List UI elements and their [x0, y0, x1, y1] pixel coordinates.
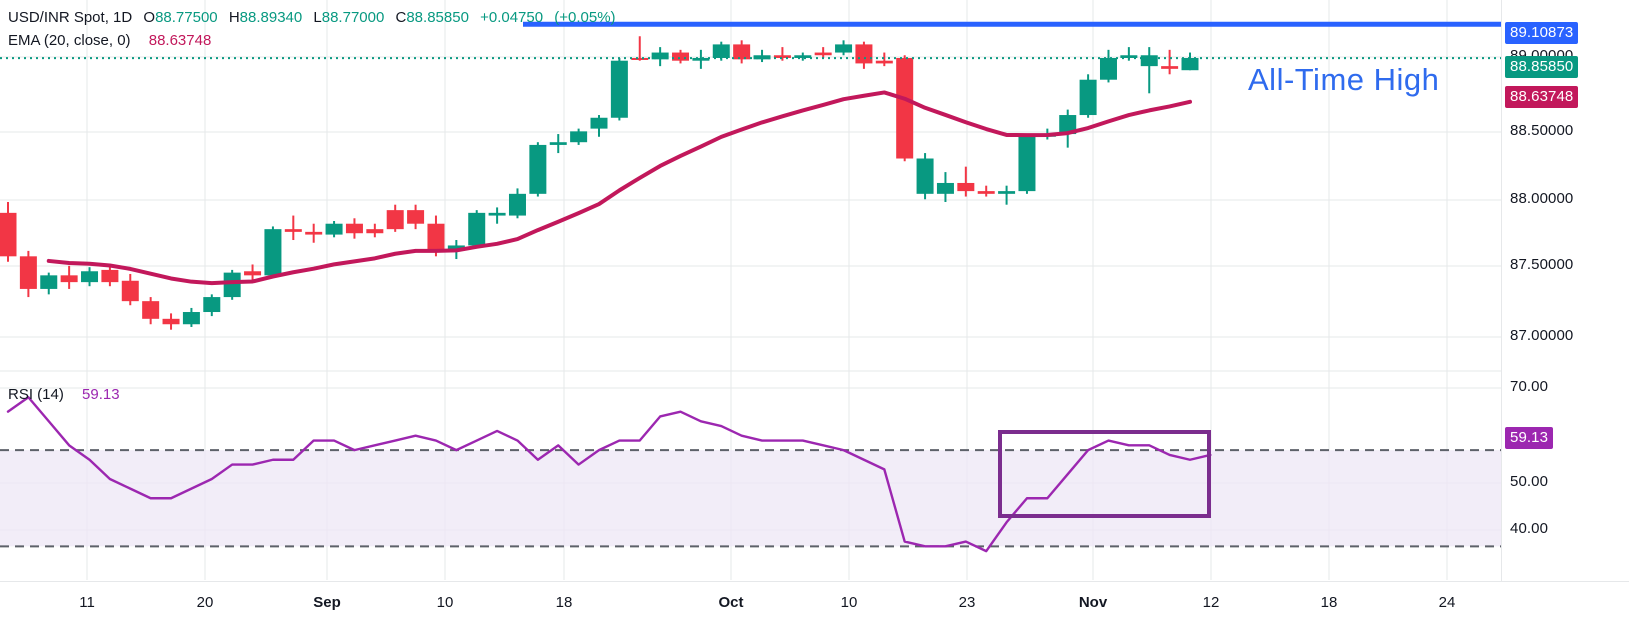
price-axis[interactable]: 89.0000088.5000088.0000087.5000087.00000… — [1501, 0, 1629, 621]
price-axis-badge-0[interactable]: 89.10873 — [1505, 22, 1579, 44]
time-axis-tick-10: 18 — [1320, 594, 1338, 611]
time-axis-tick-11: 24 — [1438, 594, 1456, 611]
time-axis-tick-1: 20 — [196, 594, 214, 611]
rsi-band — [0, 449, 1501, 548]
ema-line — [46, 90, 1192, 286]
rsi-axis-tick-0: 70.00 — [1510, 378, 1549, 395]
price-axis-tick-1: 88.50000 — [1510, 122, 1574, 139]
time-axis[interactable]: 11 20 Sep 10 18 Oct 10 23 Nov 12 18 24 — [0, 581, 1629, 621]
time-axis-tick-7: 23 — [958, 594, 976, 611]
time-axis-tick-6: 10 — [840, 594, 858, 611]
price-axis-tick-4: 87.00000 — [1510, 327, 1574, 344]
price-axis-tick-2: 88.00000 — [1510, 190, 1574, 207]
rsi-axis-tick-1: 50.00 — [1510, 473, 1549, 490]
time-axis-tick-5: Oct — [718, 594, 744, 611]
time-axis-tick-3: 10 — [436, 594, 454, 611]
price-axis-tick-3: 87.50000 — [1510, 256, 1574, 273]
price-axis-badge-1[interactable]: 88.85850 — [1505, 56, 1579, 78]
rsi-annotation-box — [998, 430, 1211, 518]
rsi-axis-tick-2: 40.00 — [1510, 520, 1549, 537]
candlestick-series — [0, 36, 1199, 330]
time-axis-tick-8: Nov — [1078, 594, 1108, 611]
all-time-high-annotation[interactable]: All-Time High — [1248, 62, 1440, 97]
rsi-axis-badge-0[interactable]: 59.13 — [1505, 427, 1554, 449]
rsi-line — [6, 396, 1212, 553]
time-axis-tick-4: 18 — [555, 594, 573, 611]
time-axis-tick-0: 11 — [79, 594, 95, 611]
time-axis-tick-9: 12 — [1202, 594, 1220, 611]
price-axis-badge-2[interactable]: 88.63748 — [1505, 86, 1579, 108]
time-axis-tick-2: Sep — [313, 594, 341, 611]
